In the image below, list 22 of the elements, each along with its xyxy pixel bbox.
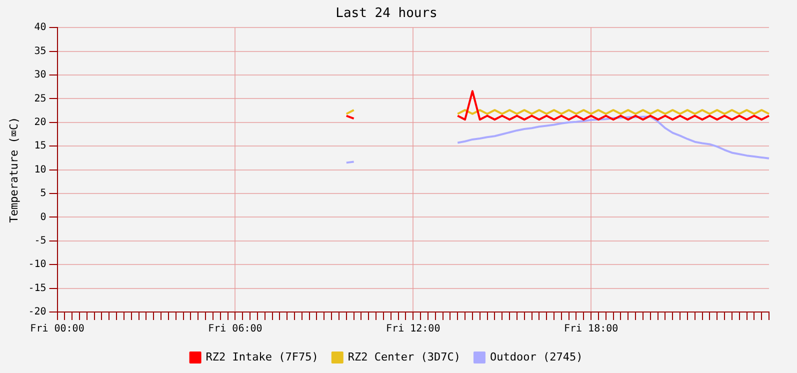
y-tick-label: 25	[34, 93, 46, 104]
y-tick-label: 0	[40, 212, 46, 223]
x-tick-label: Fri 18:00	[564, 324, 618, 335]
y-tick-label: 15	[34, 140, 46, 152]
legend-label: RZ2 Center (3D7C)	[348, 350, 460, 364]
y-tick-label: -5	[34, 235, 46, 246]
y-tick-label: 10	[34, 164, 46, 176]
y-tick-label: 20	[34, 116, 46, 128]
y-tick-label: 5	[40, 188, 46, 200]
legend-label: RZ2 Intake (7F75)	[206, 350, 318, 364]
chart-title: Last 24 hours	[336, 6, 438, 22]
y-tick-label: 40	[34, 22, 46, 34]
y-tick-label: -15	[28, 282, 46, 294]
x-tick-label: Fri 00:00	[30, 324, 84, 335]
y-tick-label: 30	[34, 70, 46, 81]
y-axis-title: Temperature (⌧C)	[7, 116, 20, 223]
legend-label: Outdoor (2745)	[490, 350, 583, 364]
y-tick-label: 35	[34, 46, 46, 57]
x-tick-label: Fri 12:00	[386, 324, 440, 335]
x-tick-label: Fri 06:00	[208, 324, 262, 335]
y-tick-label: -10	[28, 259, 46, 270]
y-tick-label: -20	[28, 306, 46, 318]
